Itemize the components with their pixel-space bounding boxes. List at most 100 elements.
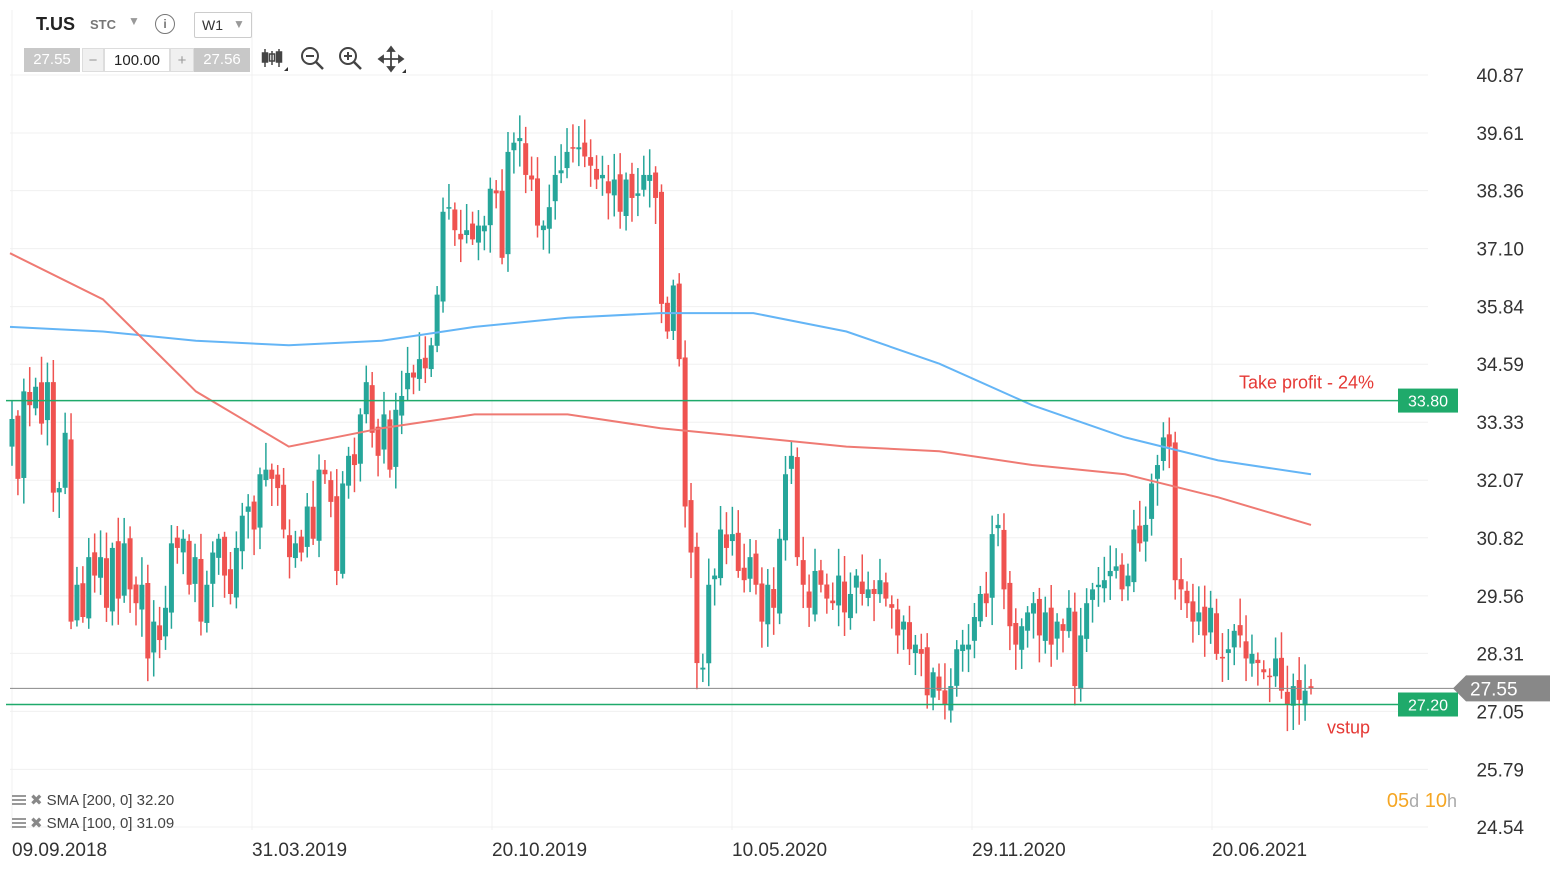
- candle-body: [523, 143, 529, 175]
- legend-sma100[interactable]: ✖ SMA [100, 0] 31.09: [12, 814, 174, 832]
- candle-body: [782, 474, 788, 541]
- candle-body: [824, 584, 830, 599]
- candle-body: [930, 672, 936, 698]
- candle-body: [960, 644, 966, 652]
- candle-body: [33, 386, 39, 409]
- ask-price[interactable]: 27.56: [194, 48, 250, 72]
- y-tick-label: 40.87: [1476, 66, 1524, 87]
- level-note: vstup: [1327, 718, 1370, 738]
- candle-body: [718, 529, 724, 579]
- candle-body: [617, 174, 623, 212]
- candle-body: [759, 583, 765, 622]
- candle-body: [1131, 529, 1137, 583]
- candle-body: [1090, 589, 1096, 600]
- grid: [10, 10, 1428, 830]
- zoom-out-icon[interactable]: [298, 44, 328, 74]
- candlestick-icon[interactable]: [258, 44, 288, 74]
- candle-body: [316, 469, 322, 541]
- candle-body: [1143, 524, 1149, 542]
- candle-body: [558, 170, 564, 174]
- candle-body: [257, 474, 263, 528]
- timeframe-value: W1: [202, 17, 223, 33]
- candle-body: [564, 151, 570, 169]
- candle-body: [481, 225, 487, 232]
- move-icon[interactable]: [376, 44, 406, 74]
- y-tick-label: 25.79: [1476, 760, 1524, 781]
- candle-body: [1113, 566, 1119, 571]
- candle-body: [475, 225, 481, 243]
- zoom-in-icon[interactable]: [336, 44, 366, 74]
- candle-body: [682, 357, 688, 507]
- candle-body: [1261, 669, 1267, 673]
- candle-body: [375, 426, 381, 456]
- candle-body: [304, 506, 310, 547]
- candle-body: [292, 543, 298, 559]
- candle-body: [269, 469, 275, 479]
- quantity-increase-button[interactable]: +: [170, 48, 194, 72]
- chevron-down-icon: ▼: [233, 17, 245, 31]
- quantity-input[interactable]: 100.00: [104, 48, 170, 72]
- symbol-label[interactable]: T.US: [36, 14, 76, 34]
- candle-body: [511, 142, 517, 151]
- candle-body: [263, 469, 269, 481]
- candle-body: [1030, 603, 1036, 614]
- candle-body: [411, 372, 417, 378]
- candle-body: [298, 536, 304, 553]
- candle-body: [139, 584, 145, 610]
- candle-body: [493, 190, 499, 194]
- y-tick-label: 29.56: [1476, 587, 1524, 608]
- candle-body: [1154, 465, 1160, 479]
- chevron-down-icon[interactable]: ▼: [128, 14, 140, 28]
- candle-body: [387, 419, 393, 470]
- candle-body: [582, 142, 588, 157]
- candle-body: [924, 647, 930, 696]
- candle-body: [847, 593, 853, 619]
- candle-body: [98, 557, 104, 578]
- candle-body: [245, 506, 251, 512]
- candle-body: [470, 223, 476, 240]
- info-icon[interactable]: i: [155, 14, 175, 34]
- candle-body: [192, 557, 198, 584]
- drag-handle-icon[interactable]: [12, 818, 26, 831]
- y-tick-label: 34.59: [1476, 355, 1524, 376]
- candle-body: [86, 557, 92, 619]
- drag-handle-icon[interactable]: [12, 795, 26, 808]
- candle-body: [777, 538, 783, 614]
- quantity-decrease-button[interactable]: −: [82, 48, 104, 72]
- candle-body: [788, 455, 794, 469]
- candle-body: [180, 538, 186, 553]
- legend-sma200[interactable]: ✖ SMA [200, 0] 32.20: [12, 791, 174, 809]
- candle-body: [694, 546, 700, 664]
- candle-body: [80, 583, 86, 618]
- candle-body: [1007, 582, 1013, 627]
- candle-body: [1001, 529, 1007, 590]
- candle-body: [901, 621, 907, 630]
- candle-body: [121, 543, 127, 596]
- candle-body: [688, 500, 694, 553]
- y-tick-label: 32.07: [1476, 471, 1524, 492]
- candle-body: [1048, 607, 1054, 645]
- candle-body: [310, 506, 316, 539]
- candle-body: [623, 179, 629, 217]
- bid-price[interactable]: 27.55: [24, 48, 80, 72]
- candle-body: [1243, 641, 1249, 659]
- y-tick-label: 35.84: [1476, 298, 1524, 319]
- candle-body: [334, 496, 340, 571]
- timer-days: 05: [1386, 790, 1410, 812]
- candle-body: [499, 190, 505, 258]
- candle-body: [1202, 606, 1208, 636]
- candle-body: [747, 557, 753, 579]
- candle-body: [275, 474, 281, 489]
- candle-body: [381, 414, 387, 450]
- x-tick-label: 09.09.2018: [12, 840, 107, 861]
- close-icon[interactable]: ✖: [30, 792, 43, 809]
- candle-body: [39, 382, 45, 424]
- candle-body: [877, 580, 883, 595]
- candle-body: [1278, 657, 1284, 691]
- candle-body: [1214, 613, 1220, 654]
- candle-body: [281, 484, 287, 530]
- candle-body: [576, 147, 582, 150]
- timeframe-select[interactable]: W1 ▼: [194, 12, 252, 38]
- close-icon[interactable]: ✖: [30, 815, 43, 832]
